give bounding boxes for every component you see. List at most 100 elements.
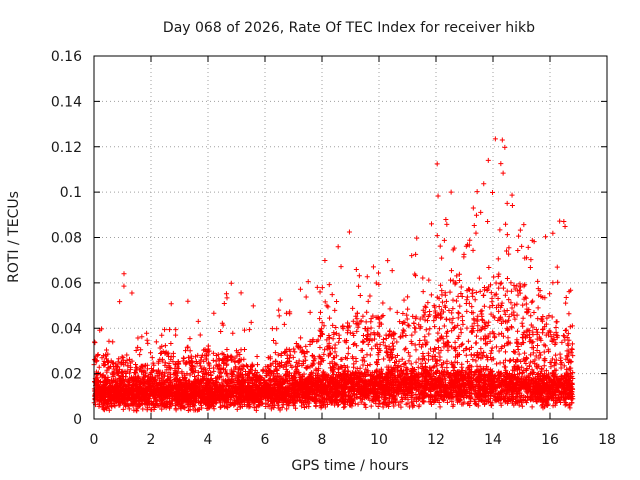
data-point: [488, 348, 494, 354]
data-point: [525, 244, 531, 250]
data-point: [435, 338, 441, 344]
data-point: [445, 347, 451, 353]
data-point: [185, 408, 191, 414]
data-point: [481, 372, 487, 378]
data-point: [437, 243, 443, 249]
data-point: [121, 271, 127, 277]
data-point: [413, 359, 419, 365]
data-point: [465, 338, 471, 344]
data-point: [564, 335, 570, 341]
data-point: [563, 294, 569, 300]
data-point: [361, 354, 367, 360]
data-point: [450, 315, 456, 321]
data-point: [303, 399, 309, 405]
data-point: [512, 286, 518, 292]
data-point: [106, 338, 112, 344]
data-point: [515, 292, 521, 298]
data-point: [350, 342, 356, 348]
data-point: [381, 356, 387, 362]
data-point: [437, 404, 443, 410]
data-point: [389, 347, 395, 353]
data-point: [539, 366, 545, 372]
data-point: [502, 343, 508, 349]
data-point: [298, 335, 304, 341]
data-point: [443, 298, 449, 304]
data-point: [561, 363, 567, 369]
data-point: [423, 342, 429, 348]
data-point: [440, 309, 446, 315]
data-point: [159, 350, 165, 356]
data-point: [398, 334, 404, 340]
data-point: [368, 372, 374, 378]
data-point: [474, 333, 480, 339]
data-point: [412, 273, 418, 279]
data-point: [458, 326, 464, 332]
data-point: [365, 298, 371, 304]
data-point: [334, 299, 340, 305]
data-point: [528, 257, 534, 263]
data-point: [422, 334, 428, 340]
data-point: [536, 355, 542, 361]
data-point: [191, 403, 197, 409]
data-point: [408, 395, 414, 401]
data-point: [293, 340, 299, 346]
data-point: [219, 350, 225, 356]
data-point: [455, 322, 461, 328]
data-point: [541, 357, 547, 363]
data-point: [492, 315, 498, 321]
data-point: [358, 399, 364, 405]
chart-title: Day 068 of 2026, Rate Of TEC Index for r…: [163, 20, 535, 36]
data-point: [521, 222, 527, 228]
data-point: [459, 364, 465, 370]
data-point: [463, 368, 469, 374]
data-point: [289, 364, 295, 370]
data-point: [116, 402, 122, 408]
data-point: [491, 274, 497, 280]
data-point: [447, 317, 453, 323]
data-point: [303, 294, 309, 300]
data-point: [295, 343, 301, 349]
data-point: [570, 353, 576, 359]
data-point: [458, 284, 464, 290]
data-point: [452, 339, 458, 345]
data-point: [563, 300, 569, 306]
data-point: [314, 338, 320, 344]
data-point: [516, 233, 522, 239]
data-point: [276, 307, 282, 313]
data-point: [346, 229, 352, 235]
grid-lines: [94, 56, 607, 419]
data-point: [204, 356, 210, 362]
data-point: [564, 353, 570, 359]
data-point: [489, 295, 495, 301]
data-point: [529, 299, 535, 305]
data-point: [335, 244, 341, 250]
data-point: [530, 350, 536, 356]
data-point: [479, 308, 485, 314]
data-point: [457, 277, 463, 283]
data-point: [155, 367, 161, 373]
data-point: [233, 364, 239, 370]
data-point: [326, 282, 332, 288]
data-point: [139, 334, 145, 340]
data-point: [164, 367, 170, 373]
data-point: [518, 284, 524, 290]
data-point: [363, 319, 369, 325]
data-point: [409, 332, 415, 338]
data-point: [375, 352, 381, 358]
data-point: [524, 328, 530, 334]
data-point: [345, 351, 351, 357]
data-point: [391, 336, 397, 342]
data-point: [508, 324, 514, 330]
data-point: [368, 316, 374, 322]
data-point: [515, 247, 521, 253]
data-point: [425, 318, 431, 324]
data-point: [559, 374, 565, 380]
data-point: [469, 304, 475, 310]
data-point: [338, 264, 344, 270]
data-point: [360, 362, 366, 368]
data-point: [496, 271, 502, 277]
data-point: [218, 329, 224, 335]
data-point: [237, 365, 243, 371]
data-point: [314, 284, 320, 290]
